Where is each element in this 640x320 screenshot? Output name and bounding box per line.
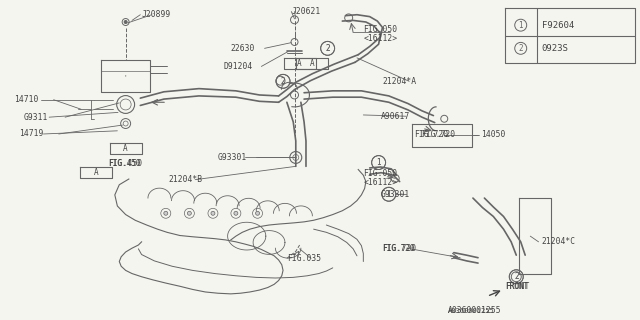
Text: 2: 2 (325, 44, 330, 53)
Text: 14719: 14719 (19, 130, 44, 139)
Text: 21204*A: 21204*A (383, 77, 417, 86)
Text: 21204*C: 21204*C (541, 237, 576, 246)
Text: J20621: J20621 (291, 7, 321, 16)
Text: 0923S: 0923S (541, 44, 568, 53)
Circle shape (255, 211, 260, 215)
Text: 2: 2 (281, 77, 285, 86)
Text: 1: 1 (387, 190, 391, 199)
Text: FIG.720: FIG.720 (383, 244, 417, 253)
Text: FIG.035: FIG.035 (287, 254, 321, 263)
Text: 1: 1 (387, 190, 391, 199)
Text: 14710: 14710 (14, 95, 38, 104)
Text: A90617: A90617 (381, 112, 410, 121)
Text: <16112>: <16112> (364, 178, 397, 187)
Circle shape (188, 211, 191, 215)
Text: 1: 1 (376, 158, 381, 167)
Text: 2: 2 (514, 272, 518, 281)
Text: 2: 2 (281, 77, 285, 86)
Circle shape (124, 20, 127, 23)
Text: A: A (93, 168, 98, 177)
Text: FRONT: FRONT (505, 282, 529, 291)
Circle shape (211, 211, 215, 215)
Circle shape (234, 211, 238, 215)
Text: 21204*B: 21204*B (168, 175, 202, 184)
Text: FRONT: FRONT (505, 282, 528, 291)
Text: G93301: G93301 (381, 190, 410, 199)
Text: F92604: F92604 (541, 21, 574, 30)
Text: A: A (310, 59, 315, 68)
Text: FIG.720: FIG.720 (383, 244, 415, 253)
Text: 14050: 14050 (481, 130, 505, 139)
Text: G9311: G9311 (24, 113, 48, 122)
Text: A0360001255: A0360001255 (447, 306, 501, 315)
Circle shape (164, 211, 168, 215)
Text: FIG.450: FIG.450 (108, 159, 143, 168)
Text: FIG.050: FIG.050 (364, 169, 397, 178)
Text: 1: 1 (518, 21, 523, 30)
Text: 2: 2 (325, 44, 330, 53)
Text: J20899: J20899 (141, 10, 171, 19)
Text: <16112>: <16112> (364, 34, 397, 43)
Text: FIG.450: FIG.450 (108, 159, 141, 168)
Text: FIG.050: FIG.050 (364, 25, 397, 34)
Text: G93301: G93301 (218, 153, 247, 162)
Text: FIG.720: FIG.720 (420, 130, 455, 139)
Text: D91204: D91204 (223, 62, 252, 71)
Text: 2: 2 (518, 44, 523, 53)
Text: A0360001255: A0360001255 (447, 308, 494, 314)
Text: 1: 1 (376, 158, 381, 167)
Text: 2: 2 (514, 272, 518, 281)
Text: FIG.720: FIG.720 (414, 130, 449, 139)
Text: 22630: 22630 (231, 44, 255, 53)
Text: A: A (124, 144, 128, 153)
Text: A: A (298, 59, 302, 68)
